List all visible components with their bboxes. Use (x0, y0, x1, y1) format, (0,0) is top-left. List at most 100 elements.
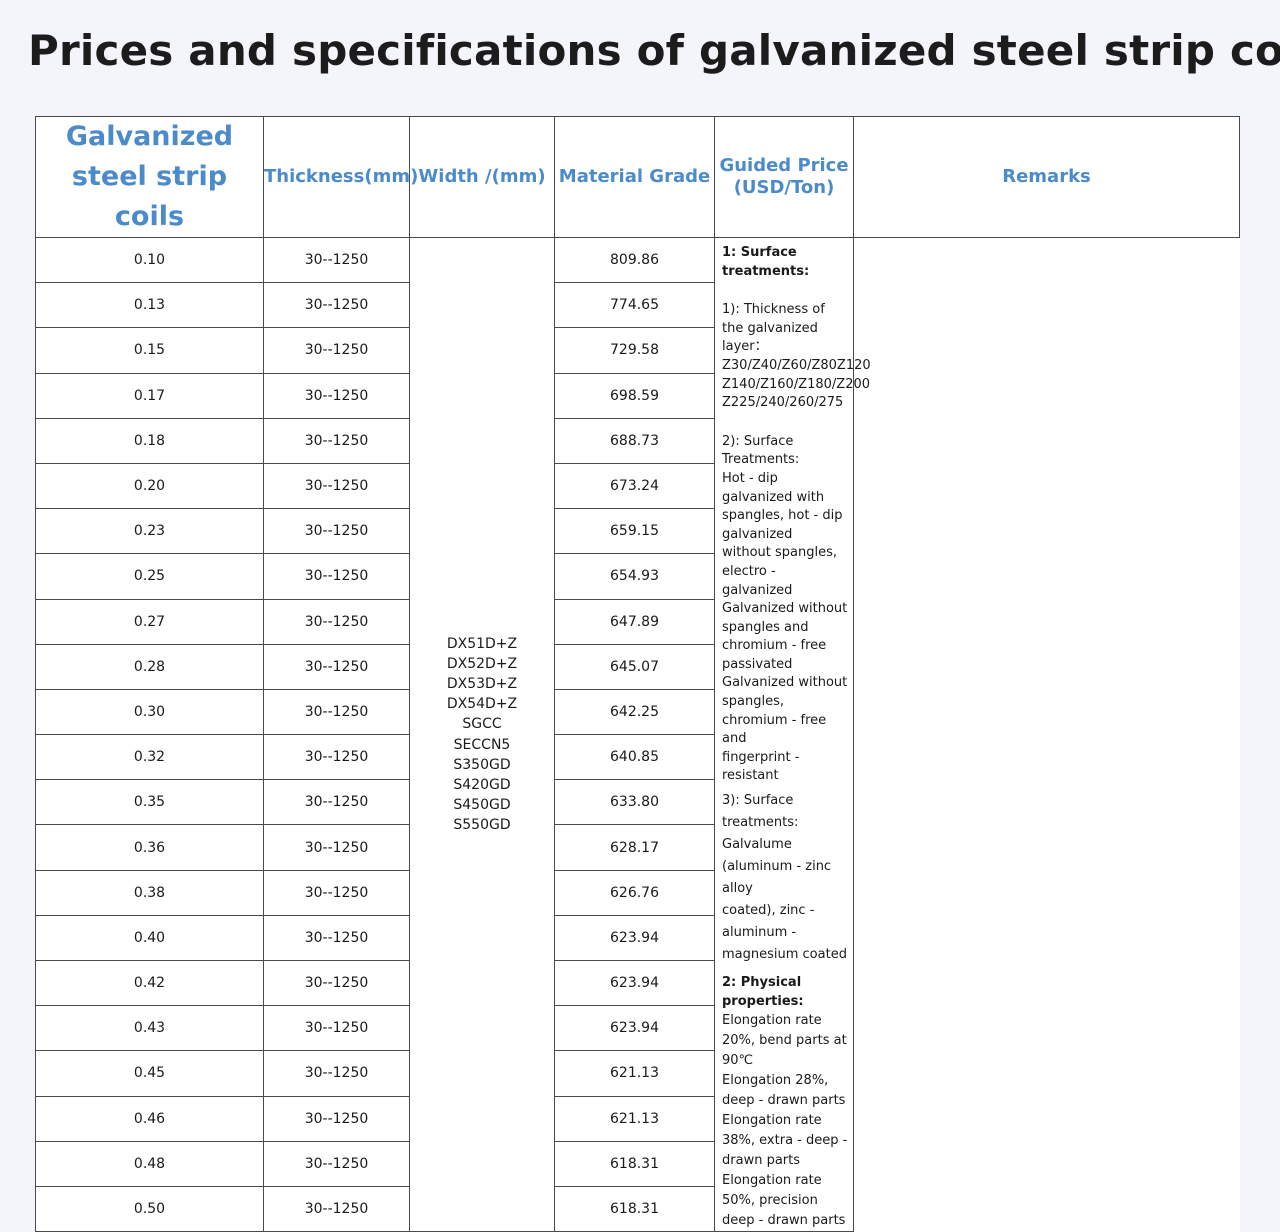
price-spec-table: Galvanized steel strip coils Thickness(m… (35, 116, 1240, 1232)
price-cell: 698.59 (554, 372, 715, 419)
thickness-cell: 0.27 (35, 598, 264, 645)
remarks-treatment-line: without spangles, electro - galvanized (722, 545, 838, 598)
remarks-layer-line: Z30/Z40/Z60/Z80Z120 (722, 357, 871, 373)
width-cell: 30--1250 (263, 508, 410, 555)
width-cell: 30--1250 (263, 598, 410, 645)
price-cell: 642.25 (554, 688, 715, 736)
width-header: Width /(mm) (409, 116, 555, 238)
width-cell: 30--1250 (263, 688, 410, 736)
width-cell: 30--1250 (263, 553, 410, 600)
product-name-line-1: Galvanized (65, 121, 234, 152)
table-row: 0.10 30--1250 DX51D+Z DX52D+Z DX53D+Z DX54D+Z… (35, 236, 1240, 1232)
price-cell: 654.93 (554, 553, 715, 600)
thickness-cell: 0.45 (35, 1050, 264, 1097)
thickness-cell: 0.38 (35, 869, 264, 916)
table-row: 0.48 30--1250 618.31 (35, 1140, 1240, 1187)
thickness-cell: 0.10 (35, 236, 264, 284)
thickness-cell: 0.17 (35, 372, 264, 419)
width-cell: 30--1250 (263, 327, 410, 374)
price-cell: 618.31 (554, 1185, 715, 1232)
price-cell: 618.31 (554, 1140, 715, 1187)
thickness-cell: 0.35 (35, 779, 264, 826)
thickness-cell: 0.32 (35, 734, 264, 781)
table-row: 0.30 30--1250 642.25 (35, 688, 1240, 736)
guided-price-header-line-1: Guided Price (719, 155, 849, 176)
thickness-cell: 0.50 (35, 1185, 264, 1232)
remarks-header: Remarks (853, 116, 1240, 238)
price-cell: 640.85 (554, 734, 715, 781)
thickness-cell: 0.15 (35, 327, 264, 374)
thickness-cell: 0.36 (35, 824, 264, 871)
material-grade-item: S450GD (453, 797, 511, 814)
remarks-layer-heading: 1): Thickness of the galvanized layer： (722, 302, 825, 355)
material-grade-item: S420GD (453, 777, 511, 794)
table-row: 0.20 30--1250 673.24 (35, 462, 1240, 510)
width-cell: 30--1250 (263, 372, 410, 419)
table-row: 0.36 30--1250 628.17 (35, 824, 1240, 871)
remarks-physical-line: Elongation rate 20%, bend parts at 90℃ (722, 1013, 847, 1069)
width-cell: 30--1250 (263, 417, 410, 464)
table-row: 0.35 30--1250 633.80 (35, 779, 1240, 826)
table-row: 0.32 30--1250 640.85 (35, 734, 1240, 781)
product-name-cell: Galvanized steel strip coils (35, 116, 264, 238)
price-cell: 633.80 (554, 779, 715, 826)
thickness-cell: 0.28 (35, 643, 264, 690)
price-cell: 623.94 (554, 959, 715, 1007)
remarks-layer-line: Z140/Z160/Z180/Z200 (722, 376, 871, 392)
table-row: 0.50 30--1250 618.31 (35, 1185, 1240, 1232)
guided-price-header-line-2: (USD/Ton) (733, 177, 835, 198)
table-header-row: Galvanized steel strip coils Thickness(m… (35, 116, 1240, 238)
width-cell: 30--1250 (263, 1185, 410, 1232)
price-cell: 621.13 (554, 1050, 715, 1097)
material-grade-item: SECCN5 (453, 736, 511, 753)
price-cell: 659.15 (554, 508, 715, 555)
table-row: 0.17 30--1250 698.59 (35, 372, 1240, 419)
material-grade-item: SGCC (462, 716, 502, 733)
material-grade-cell: DX51D+Z DX52D+Z DX53D+Z DX54D+Z SGCC SECCN5 S3… (409, 236, 555, 1232)
thickness-cell: 0.42 (35, 959, 264, 1007)
thickness-header: Thickness(mm) (263, 116, 418, 238)
remarks-treatment-line: fingerprint - resistant (722, 749, 800, 784)
table-row: 0.27 30--1250 647.89 (35, 598, 1240, 645)
remarks-physical-heading: 2: Physical properties: (722, 975, 804, 1009)
table-row: 0.13 30--1250 774.65 (35, 282, 1240, 329)
price-cell: 628.17 (554, 824, 715, 871)
table-row: 0.18 30--1250 688.73 (35, 417, 1240, 464)
guided-price-header: Guided Price (USD/Ton) (714, 116, 854, 238)
price-cell: 645.07 (554, 643, 715, 690)
width-cell: 30--1250 (263, 462, 410, 510)
material-grade-item: S350GD (453, 756, 511, 773)
width-cell: 30--1250 (263, 1050, 410, 1097)
remarks-galvalume-line: coated), zinc - aluminum - magnesium coa… (722, 903, 847, 963)
material-grade-item: DX51D+Z (446, 635, 518, 652)
price-cell: 626.76 (554, 869, 715, 916)
price-cell: 673.24 (554, 462, 715, 510)
thickness-cell: 0.20 (35, 462, 264, 510)
width-cell: 30--1250 (263, 959, 410, 1007)
thickness-cell: 0.46 (35, 1095, 264, 1142)
price-cell: 729.58 (554, 327, 715, 374)
remarks-cell: 1: Surface treatments: 1): Thickness of t… (714, 236, 871, 1232)
remarks-treatment-line: passivated (722, 656, 793, 672)
table-row: 0.42 30--1250 623.94 (35, 959, 1240, 1007)
thickness-cell: 0.43 (35, 1005, 264, 1052)
width-cell: 30--1250 (263, 236, 410, 284)
remarks-treatments-heading: 2): Surface Treatments: (722, 433, 800, 468)
thickness-cell: 0.25 (35, 553, 264, 600)
material-grade-item: S550GD (453, 817, 511, 834)
price-cell: 688.73 (554, 417, 715, 464)
table-row: 0.23 30--1250 659.15 (35, 508, 1240, 555)
thickness-cell: 0.48 (35, 1140, 264, 1187)
price-cell: 809.86 (554, 236, 715, 284)
thickness-cell: 0.18 (35, 417, 264, 464)
width-cell: 30--1250 (263, 869, 410, 916)
table-row: 0.15 30--1250 729.58 (35, 327, 1240, 374)
table-row: 0.43 30--1250 623.94 (35, 1005, 1240, 1052)
product-name-line-2: steel strip coils (71, 161, 228, 232)
table-row: 0.45 30--1250 621.13 (35, 1050, 1240, 1097)
remarks-physical-line: Elongation rate 38%, extra - deep - draw… (722, 1113, 848, 1169)
thickness-cell: 0.40 (35, 914, 264, 962)
width-cell: 30--1250 (263, 282, 410, 329)
remarks-galvalume-line: 3): Surface treatments: Galvalume (alumi… (722, 793, 832, 897)
price-cell: 623.94 (554, 914, 715, 962)
